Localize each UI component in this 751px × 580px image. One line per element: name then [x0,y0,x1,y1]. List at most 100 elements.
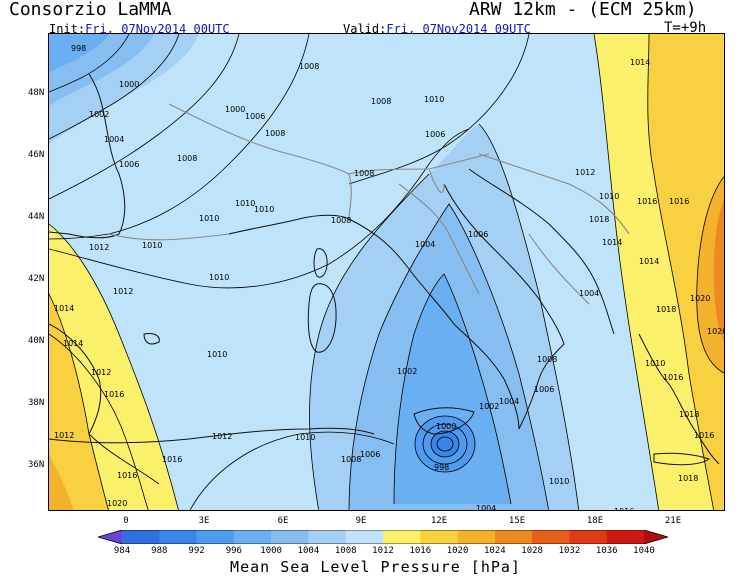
lat-label: 36N [28,460,45,470]
colorbar-segment [98,530,122,544]
colorbar-segment [345,530,384,544]
isobar-label: 1014 [54,304,74,313]
isobar-label: 1000 [119,80,139,89]
isobar-label: 1004 [579,289,599,298]
field-high-east-1028 [713,198,724,341]
isobar-label: 1018 [679,410,699,419]
lon-label: 21E [664,516,682,526]
lon-label: 9E [355,516,367,526]
isobar-label: 1004 [499,397,519,406]
colorbar-segment [308,530,347,544]
colorbar-segment [159,530,198,544]
isobar-label: 1004 [476,504,496,511]
colorbar-segment [233,530,272,544]
coastlines [49,73,720,485]
isobar-label: 1002 [479,402,499,411]
isobar-label: 1010 [199,214,219,223]
colorbar-tick-label: 1028 [521,546,543,556]
isobar-label: 1008 [354,169,374,178]
colorbar-tick-label: 1040 [633,546,655,556]
isobar-label: 1002 [89,110,109,119]
isobar-label: 1018 [656,305,676,314]
isobar-label: 1016 [694,431,714,440]
model-title: ARW 12km - (ECM 25km) [469,0,697,20]
isobar-label: 1018 [678,474,698,483]
isobar-label: 1010 [549,477,569,486]
lon-label: 18E [586,516,604,526]
isobar-label: 1016 [637,197,657,206]
lon-label: 15E [508,516,526,526]
isobar-label: 1010 [235,199,255,208]
isobar-label: 1006 [119,160,139,169]
colorbar-segment [457,530,496,544]
isobar-label: 1010 [295,433,315,442]
balearic [143,333,160,345]
isobar-label: 1012 [91,368,111,377]
isobar-label: 1008 [177,154,197,163]
isobar-label: 1002 [397,367,417,376]
isobar-label: 1020 [107,499,127,508]
isobar-label: 998 [71,44,86,53]
colorbar [98,530,668,544]
isobar-label: 1016 [117,471,137,480]
lon-label: 0 [123,516,129,526]
field-high-sw-1020 [49,294,109,510]
colorbar-tick-label: 1020 [446,546,469,556]
isobar-label: 1012 [113,287,133,296]
isobar-label: 1008 [299,62,319,71]
isobar-label: 1010 [254,205,274,214]
colorbar-segment [271,530,309,544]
colorbar-tick-label: 1000 [260,546,282,556]
lat-label: 46N [28,150,45,160]
field-high-east-1020 [647,34,724,510]
lat-label: 48N [28,88,45,98]
isobar-label: 1014 [630,58,650,67]
isobar-label: 1018 [589,215,609,224]
org-title: Consorzio LaMMA [9,0,172,20]
field-low-nw-inner [49,34,109,72]
isobar-label: 1004 [104,135,124,144]
lat-label: 40N [28,336,45,346]
isobar-label: 1008 [537,355,557,364]
isobar-label: 1006 [534,385,554,394]
isobar-label: 1010 [142,241,162,250]
colorbar-segment [494,530,533,544]
isobar-label: 1010 [645,359,665,368]
colorbar-segment [569,530,608,544]
isobar-label: 1010 [424,95,444,104]
isobar-label: 1014 [602,238,622,247]
crete [653,452,711,466]
borders [108,103,630,305]
colorbar-segment [606,530,645,544]
isobar-label: 1010 [209,273,229,282]
colorbar-tick-label: 1016 [409,546,432,556]
isobar-label: 1010 [207,350,227,359]
lat-label: 38N [28,398,45,408]
colorbar-tick-label: 988 [151,546,168,556]
isobar-label: 1016 [663,373,683,382]
isobar-label: 1012 [212,432,232,441]
isobar-label: 1008 [265,129,285,138]
colorbar-segment [532,530,570,544]
lat-label: 44N [28,212,45,222]
colorbar-tick-label: 1008 [334,546,357,556]
valid-time: Valid:Fri, 07Nov2014 09UTC [343,22,531,36]
isobar-label: 1016 [104,390,124,399]
colorbar-segment [644,530,668,544]
isobar-label: 1012 [575,168,595,177]
colorbar-tick-label: 1004 [297,546,320,556]
colorbar-tick-label: 1012 [372,546,394,556]
colorbar-segment [196,530,235,544]
isobar-label: 1012 [89,243,109,252]
lat-label: 42N [28,274,45,284]
colorbar-tick-label: 1036 [595,546,618,556]
isobar-label: 1008 [331,216,351,225]
isobar-label: 1006 [245,112,265,121]
init-time: Init:Fri, 07Nov2014 00UTC [49,22,230,36]
corsica [313,248,328,278]
isobar-label: 1008 [341,455,361,464]
isobar-label: 1010 [599,192,619,201]
islands [143,248,711,466]
colorbar-tick-label: 992 [188,546,205,556]
colorbar-tick-label: 1024 [484,546,506,556]
